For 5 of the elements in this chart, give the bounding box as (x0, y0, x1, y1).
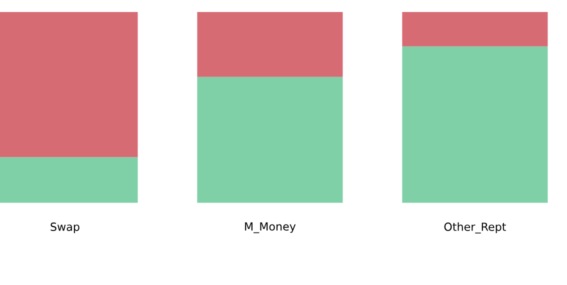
x-tick-label: Swap (50, 222, 80, 234)
bar (402, 46, 548, 203)
x-tick-label: Other_Rept (444, 222, 506, 234)
x-tick-label: M_Money (245, 222, 296, 234)
bar (402, 12, 548, 46)
